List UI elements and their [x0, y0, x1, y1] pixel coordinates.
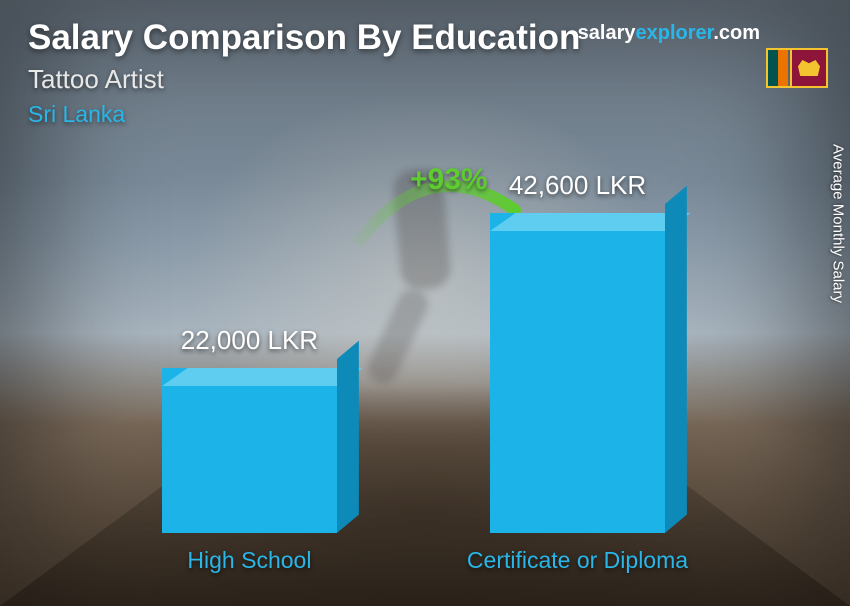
flag-stripe-green [768, 50, 778, 86]
country-flag-icon [766, 48, 828, 88]
brand-part3: .com [713, 22, 760, 44]
flag-stripe-orange [778, 50, 788, 86]
bar [162, 368, 337, 533]
bar-value-label: 22,000 LKR [181, 325, 318, 356]
bar-category-label: High School [187, 547, 311, 574]
bar-front-face [490, 213, 665, 533]
flag-panel-lion [790, 50, 826, 86]
brand-part2: explorer [635, 22, 713, 44]
bar [490, 213, 665, 533]
bar-side-face [337, 341, 359, 533]
bar-top-face [162, 368, 363, 386]
bar-top-face [490, 213, 691, 231]
subtitle-job: Tattoo Artist [28, 64, 822, 95]
bar-side-face [665, 186, 687, 533]
bar-group: 22,000 LKR High School [162, 325, 337, 574]
bar-front-face [162, 368, 337, 533]
subtitle-country: Sri Lanka [28, 101, 822, 128]
bar-group: 42,600 LKR Certificate or Diploma [467, 170, 688, 574]
brand-part1: salary [578, 22, 636, 44]
bar-chart: 22,000 LKR High School 42,600 LKR Certif… [0, 154, 850, 574]
bar-value-label: 42,600 LKR [509, 170, 646, 201]
brand-logo: salaryexplorer.com [578, 22, 760, 45]
bar-category-label: Certificate or Diploma [467, 547, 688, 574]
